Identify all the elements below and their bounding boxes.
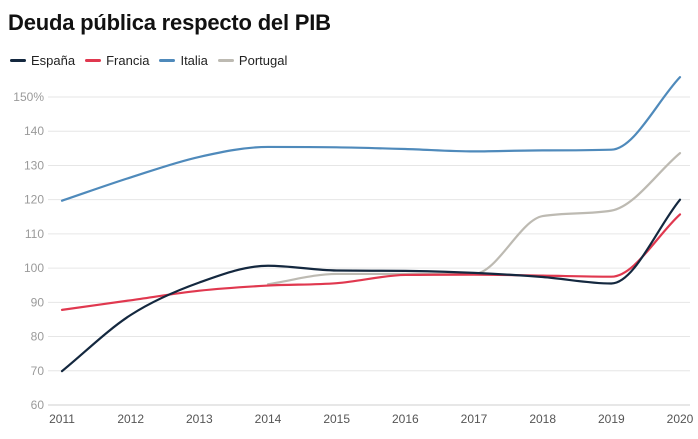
legend-label: Portugal <box>238 53 288 68</box>
y-tick-label: 120 <box>24 193 44 207</box>
x-tick-label: 2018 <box>529 412 556 426</box>
y-tick-label: 140 <box>24 124 44 138</box>
legend-swatch <box>85 59 102 62</box>
legend-item: Portugal <box>217 53 288 68</box>
grid-lines <box>48 96 690 406</box>
legend-swatch <box>217 59 234 62</box>
y-tick-label: 90 <box>31 295 45 309</box>
y-tick-label: 100 <box>24 261 44 275</box>
x-tick-label: 2014 <box>255 412 282 426</box>
y-axis-ticks: 60 70 80 90 100 110 120 130 140 150% <box>13 90 44 412</box>
series-line-espana <box>60 198 682 373</box>
series-lines <box>60 76 682 373</box>
y-tick-label: 70 <box>31 364 45 378</box>
legend-label: Italia <box>180 53 208 68</box>
y-tick-label: 150% <box>13 90 44 104</box>
legend-swatch <box>10 59 26 62</box>
series-line-francia <box>60 213 682 311</box>
legend-item: Francia <box>85 53 149 68</box>
x-tick-label: 2017 <box>461 412 488 426</box>
legend-item: España <box>10 53 75 68</box>
x-tick-label: 2012 <box>117 412 144 426</box>
x-tick-label: 2019 <box>598 412 625 426</box>
series-line-italia <box>60 76 682 202</box>
x-tick-label: 2020 <box>667 412 694 426</box>
y-tick-label: 110 <box>25 227 44 241</box>
x-tick-label: 2015 <box>323 412 350 426</box>
y-tick-label: 80 <box>31 330 45 344</box>
chart-title: Deuda pública respecto del PIB <box>8 10 331 35</box>
chart-legend: España Francia Italia Portugal <box>10 53 297 68</box>
x-tick-label: 2013 <box>186 412 213 426</box>
legend-label: España <box>31 53 76 68</box>
y-tick-label: 60 <box>31 398 45 412</box>
legend-item: Italia <box>159 53 208 68</box>
x-tick-label: 2011 <box>49 412 75 426</box>
legend-label: Francia <box>106 53 150 68</box>
series-line-portugal <box>266 152 682 286</box>
y-tick-label: 130 <box>24 158 44 172</box>
x-axis-ticks: 2011 2012 2013 2014 2015 2016 2017 2018 2019 2020 <box>49 412 694 426</box>
legend-swatch <box>159 59 176 62</box>
x-tick-label: 2016 <box>392 412 419 426</box>
